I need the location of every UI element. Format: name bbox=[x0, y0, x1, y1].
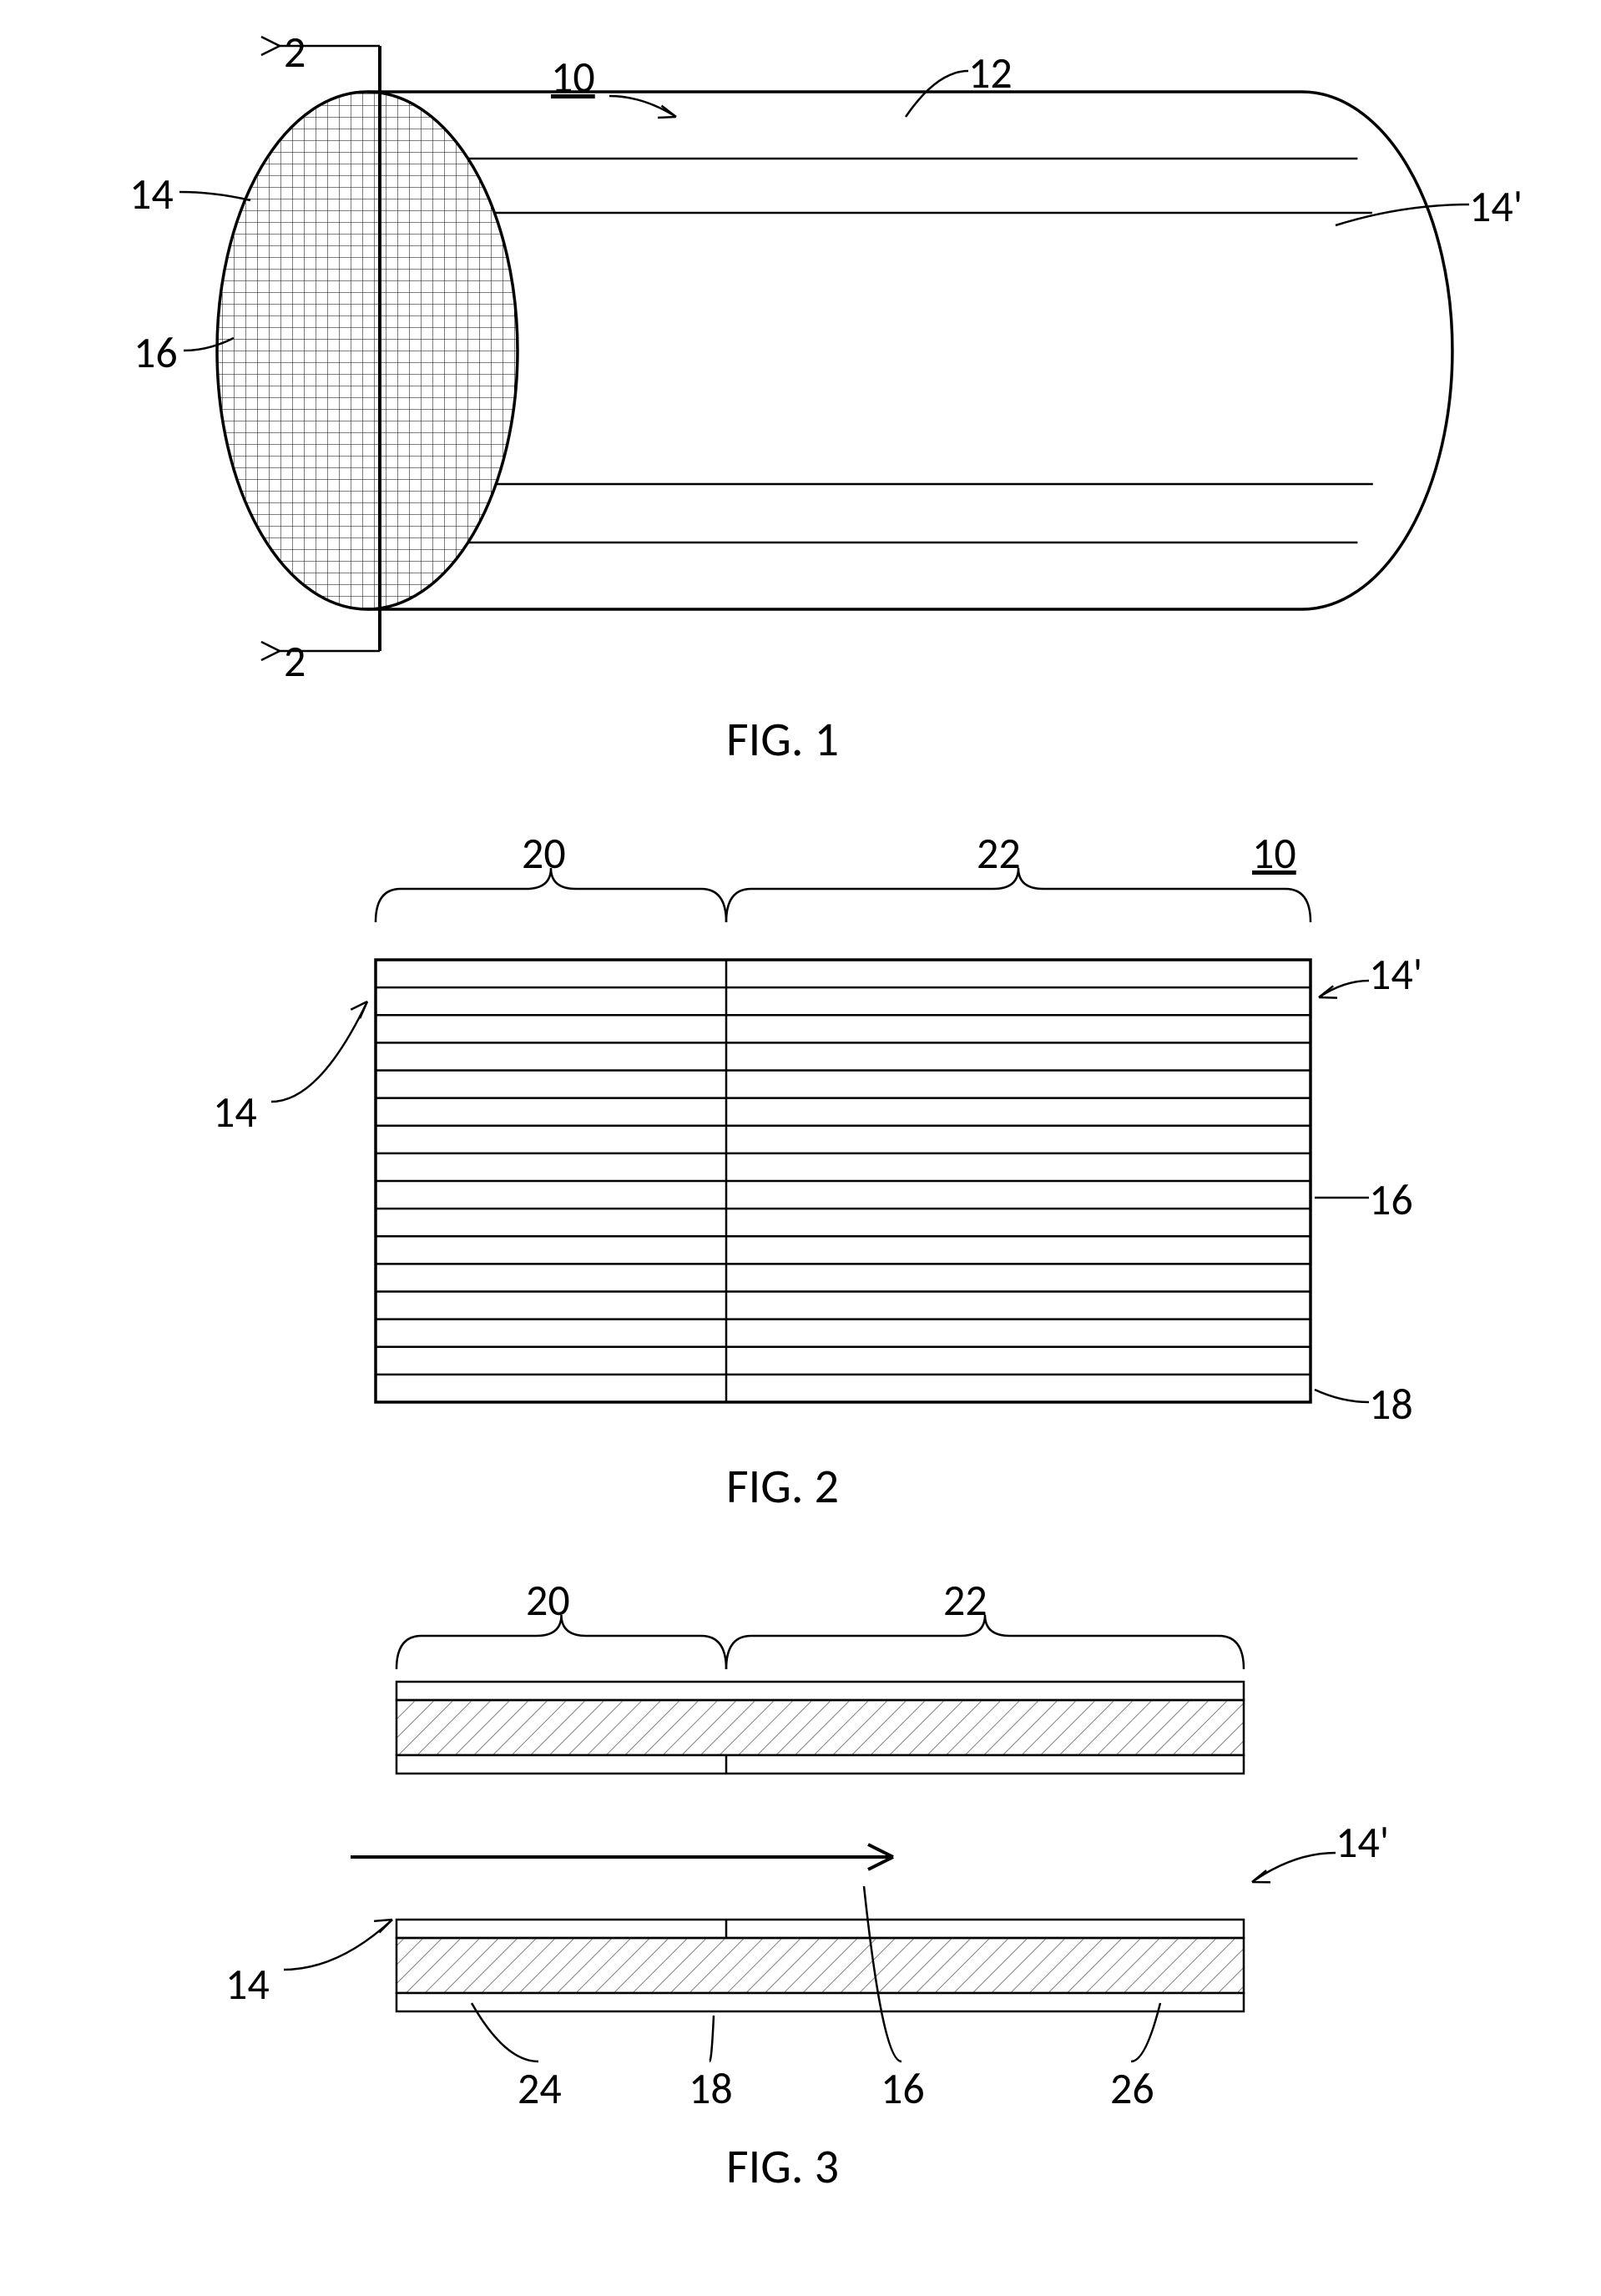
label: 22 bbox=[977, 826, 1021, 880]
figures-svg bbox=[0, 0, 1601, 2292]
label: FIG. 1 bbox=[726, 709, 839, 769]
label: 18 bbox=[689, 2061, 733, 2115]
label: 12 bbox=[968, 46, 1013, 99]
label: 20 bbox=[522, 826, 566, 880]
label: 14 bbox=[225, 1957, 270, 2011]
label: 2 bbox=[284, 25, 306, 78]
label: 16 bbox=[134, 325, 178, 379]
label: 2 bbox=[284, 634, 306, 688]
label: 14' bbox=[1369, 947, 1422, 1001]
label: 14 bbox=[129, 167, 174, 220]
label: FIG. 2 bbox=[726, 1456, 839, 1516]
label: 22 bbox=[943, 1573, 987, 1627]
label: 24 bbox=[518, 2061, 562, 2115]
label: 10 bbox=[551, 50, 595, 103]
label: 26 bbox=[1110, 2061, 1154, 2115]
label: 10 bbox=[1252, 826, 1296, 880]
label: 14' bbox=[1469, 179, 1523, 233]
label: 20 bbox=[526, 1573, 570, 1627]
label: FIG. 3 bbox=[726, 2137, 839, 2196]
label: 16 bbox=[1369, 1173, 1413, 1226]
label: 16 bbox=[881, 2061, 925, 2115]
label: 14' bbox=[1336, 1815, 1389, 1869]
label: 14 bbox=[213, 1085, 257, 1138]
label: 18 bbox=[1369, 1377, 1413, 1431]
